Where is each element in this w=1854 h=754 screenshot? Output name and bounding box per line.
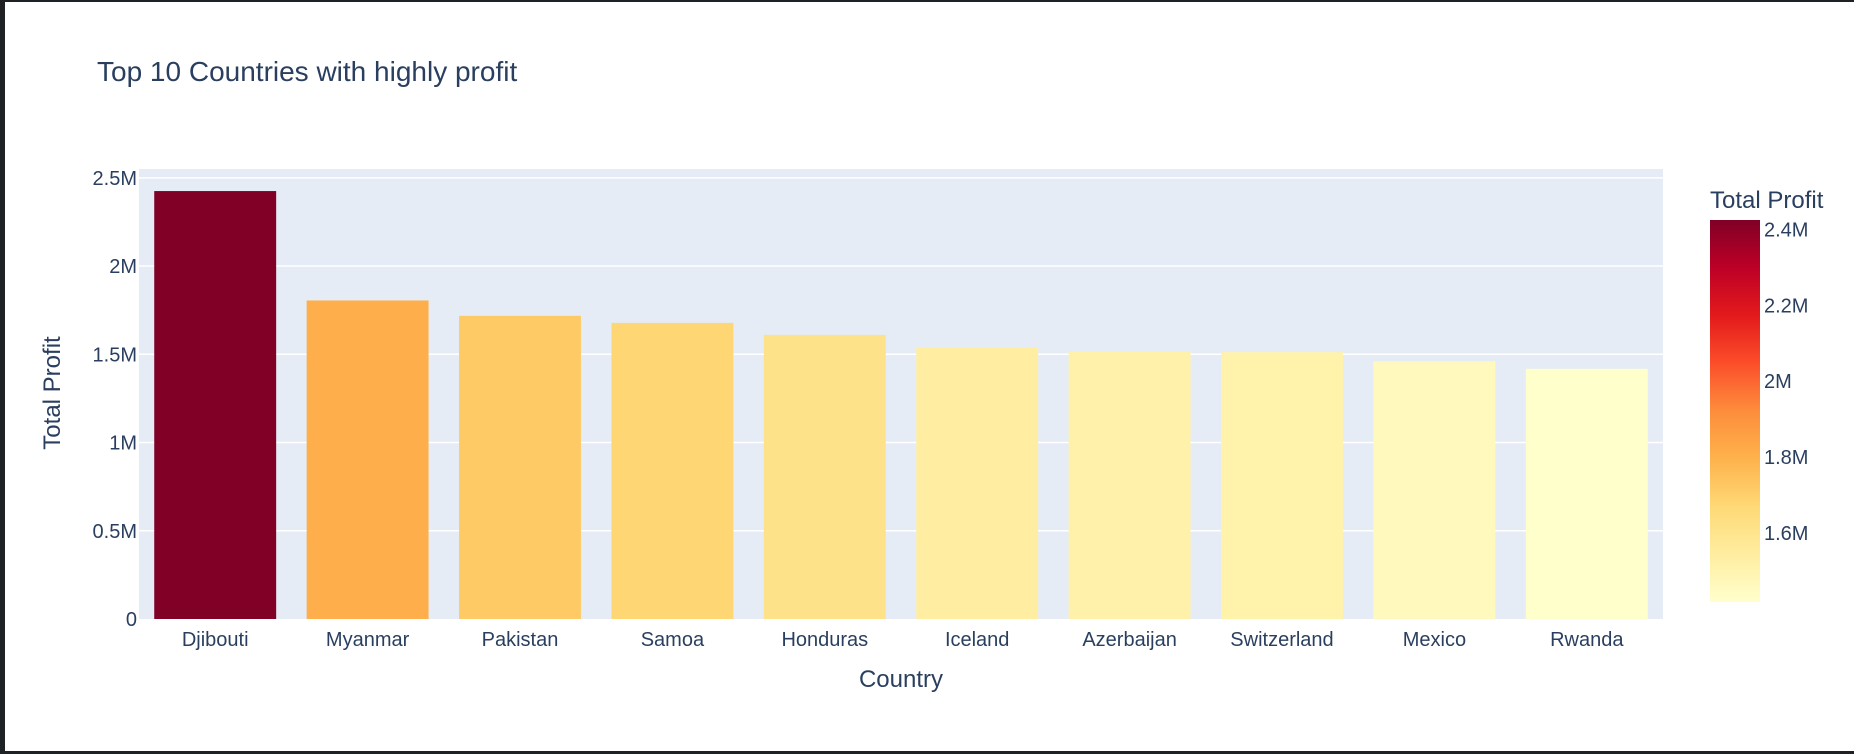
x-tick-label: Switzerland	[1230, 629, 1333, 651]
bar-pakistan[interactable]	[459, 315, 581, 619]
colorbar-tick-label: 2M	[1764, 371, 1792, 393]
x-tick-label: Honduras	[781, 629, 868, 651]
y-axis-ticks: 0 0.5M 1M 1.5M 2M 2.5M	[93, 168, 137, 631]
window-border-left	[0, 0, 5, 754]
colorbar-tick-label: 1.8M	[1764, 447, 1808, 469]
x-tick-label: Djibouti	[182, 629, 249, 651]
x-tick-label: Pakistan	[482, 629, 559, 651]
x-tick-label: Mexico	[1403, 629, 1466, 651]
bar-djibouti[interactable]	[154, 191, 277, 619]
colorbar-tick-label: 2.2M	[1764, 295, 1808, 317]
bar-honduras[interactable]	[763, 334, 886, 619]
colorbar-tick-label: 1.6M	[1764, 523, 1808, 545]
window-border-bottom	[0, 751, 1854, 754]
y-tick-label: 0.5M	[93, 521, 137, 543]
y-tick-label: 0	[126, 609, 137, 631]
chart-title: Top 10 Countries with highly profit	[97, 56, 518, 87]
x-tick-label: Samoa	[641, 629, 705, 651]
colorbar: Total Profit 1.6M 1.8M 2M 2.2M 2.4M	[1710, 187, 1824, 602]
y-tick-label: 2.5M	[93, 168, 137, 190]
x-tick-label: Azerbaijan	[1082, 629, 1177, 651]
bars	[154, 191, 1648, 619]
bar-azerbaijan[interactable]	[1068, 351, 1191, 619]
colorbar-tick-label: 2.4M	[1764, 219, 1808, 241]
x-tick-label: Iceland	[945, 629, 1010, 651]
colorbar-title: Total Profit	[1710, 187, 1824, 214]
colorbar-ticks: 1.6M 1.8M 2M 2.2M 2.4M	[1764, 219, 1808, 544]
bar-samoa[interactable]	[611, 322, 734, 619]
bar-switzerland[interactable]	[1221, 352, 1343, 619]
y-tick-label: 2M	[109, 256, 137, 278]
x-axis-ticks: Djibouti Myanmar Pakistan Samoa Honduras Icel…	[182, 629, 1625, 651]
y-axis-title: Total Profit	[39, 336, 66, 450]
window-border-top	[0, 0, 1854, 2]
bar-myanmar[interactable]	[306, 300, 429, 619]
bar-rwanda[interactable]	[1525, 368, 1648, 619]
x-tick-label: Rwanda	[1550, 629, 1624, 651]
colorbar-gradient	[1710, 220, 1760, 602]
y-tick-label: 1.5M	[93, 344, 137, 366]
x-axis-title: Country	[859, 666, 943, 693]
bar-iceland[interactable]	[916, 347, 1039, 619]
y-tick-label: 1M	[109, 433, 137, 455]
x-tick-label: Myanmar	[326, 629, 410, 651]
bar-mexico[interactable]	[1373, 361, 1496, 619]
